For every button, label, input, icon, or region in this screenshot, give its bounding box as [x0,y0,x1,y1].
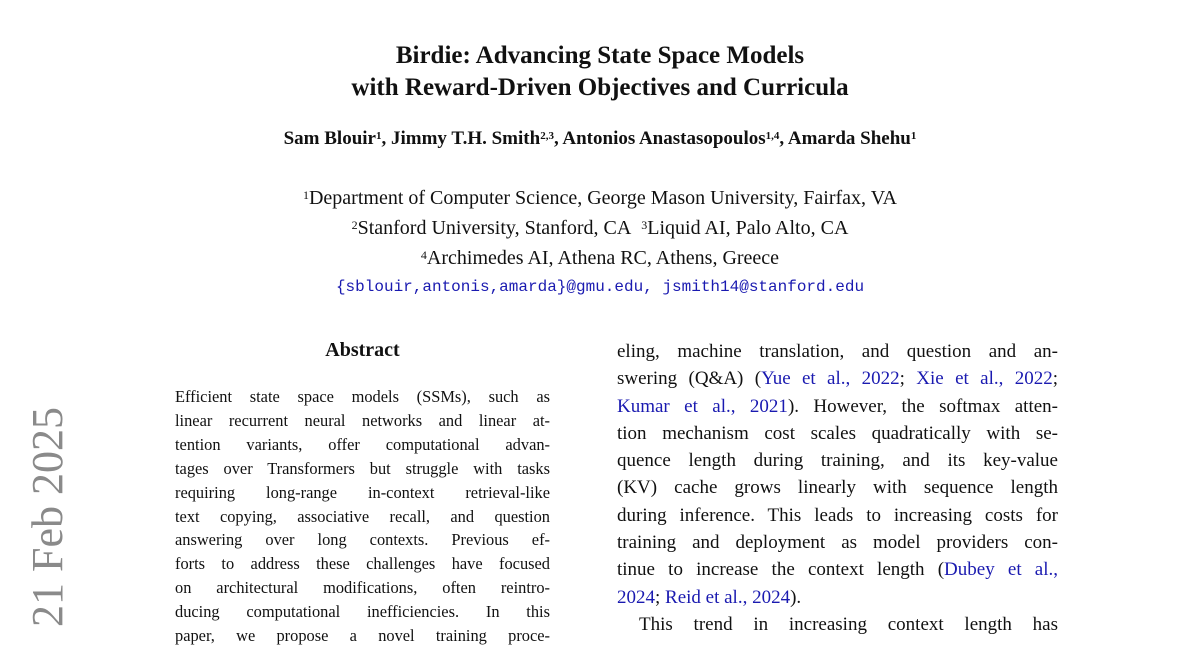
abstract-line: ducing computational inefficiencies. In … [175,602,550,622]
abstract-line: answering over long contexts. Previous e… [175,530,550,550]
body-text: training and deployment as model provide… [617,532,1058,554]
arxiv-date-stamp: 21 Feb 2025 [23,407,72,627]
body-line: eling, machine translation, and question… [617,338,1058,365]
body-text: tion mechanism cost scales quadratically… [617,422,1058,444]
author-affil: 1 [910,130,917,143]
body-line: Kumar et al., 2021). However, the softma… [617,393,1058,420]
body-line: 2024; Reid et al., 2024). [617,584,1058,611]
body-text: during inference. This leads to increasi… [617,504,1058,526]
body-text: eling, machine translation, and question… [617,341,1058,362]
author-affil: 1,4 [765,130,780,143]
body-text: ). However, the softmax atten- [787,395,1058,417]
affil-number: 1 [302,188,309,203]
author-affil: 1 [375,130,382,143]
author-name: Antonios Anastasopoulos [562,128,766,149]
body-line: tion mechanism cost scales quadratically… [617,420,1058,447]
body-text: tinue to increase the context length ( [617,559,945,581]
citation-link[interactable]: Dubey et al., [944,559,1058,581]
body-line: quence length during training, and its k… [617,447,1058,474]
body-line: during inference. This leads to increasi… [617,502,1058,529]
body-text: ; [1052,368,1058,390]
body-line: tinue to increase the context length (Du… [617,556,1058,583]
body-text: This trend in increasing context length … [639,613,1058,635]
title-line-2: with Reward-Driven Objectives and Curric… [351,74,849,101]
body-line: (KV) cache grows linearly with sequence … [617,474,1058,501]
author-affil: 2,3 [540,130,554,143]
body-text: ). [790,586,802,608]
abstract-line: Efficient state space models (SSMs), suc… [175,387,550,406]
citation-link[interactable]: 2024 [617,586,655,608]
citation-link[interactable]: Xie et al., 2022 [916,368,1053,390]
citation-link[interactable]: Yue et al., 2022 [761,368,900,390]
abstract-heading: Abstract [325,339,400,361]
affil-number: 4 [420,248,427,263]
body-line: This trend in increasing context length … [617,611,1058,638]
body-line: training and deployment as model provide… [617,529,1058,556]
affiliations: 1Department of Computer Science, George … [0,183,1200,273]
abstract-line: paper, we propose a novel training proce… [175,626,550,646]
citation-link[interactable]: Reid et al., 2024 [665,586,791,608]
introduction-text: eling, machine translation, and question… [617,338,1058,638]
affil-number: 3 [641,218,648,233]
author-name: Amarda Shehu [787,128,911,149]
body-text: ; [655,586,666,608]
abstract-line: linear recurrent neural networks and lin… [175,410,550,430]
affiliation: Archimedes AI, Athena RC, Athens, Greece [426,247,780,269]
paper-title: Birdie: Advancing State Space Models wit… [0,40,1200,104]
body-text: swering (Q&A) ( [617,368,762,390]
abstract-text: Efficient state space models (SSMs), suc… [175,385,550,648]
author-name: Sam Blouir [283,128,376,149]
affiliation: Department of Computer Science, George M… [308,187,898,209]
abstract-line: on architectural modifications, often re… [175,578,550,598]
body-text: quence length during training, and its k… [617,450,1058,472]
affil-number: 2 [351,218,358,233]
author-emails[interactable]: {sblouir,antonis,amarda}@gmu.edu, jsmith… [335,278,865,296]
abstract-line: forts to address these challenges have f… [175,554,550,574]
body-text: ; [899,368,917,390]
abstract-line: tages over Transformers but struggle wit… [175,458,550,478]
citation-link[interactable]: Kumar et al., 2021 [617,395,788,417]
author-list: Sam Blouir1, Jimmy T.H. Smith2,3, Antoni… [283,128,917,149]
body-line: swering (Q&A) (Yue et al., 2022; Xie et … [617,365,1058,392]
title-line-1: Birdie: Advancing State Space Models [395,42,805,69]
affiliation: Stanford University, Stanford, CA [357,217,632,239]
body-text: (KV) cache grows linearly with sequence … [617,477,1058,499]
affiliation: Liquid AI, Palo Alto, CA [647,217,849,239]
author-name: Jimmy T.H. Smith [390,128,541,149]
abstract-line: tention variants, offer computational ad… [175,434,550,454]
abstract-line: requiring long-range in-context retrieva… [175,482,550,502]
abstract-line: text copying, associative recall, and qu… [175,506,550,526]
